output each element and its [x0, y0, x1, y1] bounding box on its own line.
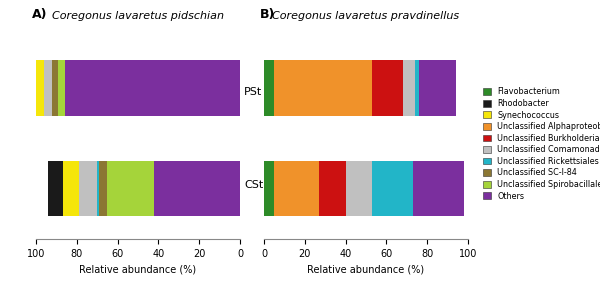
- Bar: [372, 161, 413, 216]
- Bar: [264, 161, 274, 216]
- Text: CSt: CSt: [244, 180, 263, 190]
- Bar: [274, 60, 372, 115]
- Text: B): B): [260, 8, 275, 21]
- Bar: [22, 60, 32, 115]
- Text: PSt: PSt: [244, 87, 262, 97]
- Bar: [58, 60, 65, 115]
- Bar: [372, 60, 403, 115]
- Bar: [274, 161, 319, 216]
- Bar: [99, 161, 107, 216]
- Bar: [52, 60, 58, 115]
- Bar: [79, 161, 97, 216]
- Bar: [65, 60, 240, 115]
- Bar: [264, 60, 274, 115]
- Bar: [413, 161, 464, 216]
- Text: Coregonus lavaretus pidschian: Coregonus lavaretus pidschian: [52, 11, 224, 21]
- Bar: [48, 161, 62, 216]
- Bar: [154, 161, 240, 216]
- Bar: [107, 161, 154, 216]
- Bar: [319, 161, 346, 216]
- Bar: [97, 161, 99, 216]
- Legend: Flavobacterium, Rhodobacter, Synechococcus, Unclassified Alphaproteobacteria, Un: Flavobacterium, Rhodobacter, Synechococc…: [481, 86, 600, 202]
- Bar: [32, 60, 44, 115]
- X-axis label: Relative abundance (%): Relative abundance (%): [79, 264, 197, 274]
- Text: Coregonus lavaretus pravdinellus: Coregonus lavaretus pravdinellus: [272, 11, 460, 21]
- Text: A): A): [32, 8, 47, 21]
- Bar: [346, 161, 372, 216]
- Bar: [403, 60, 415, 115]
- Bar: [419, 60, 456, 115]
- Bar: [62, 161, 79, 216]
- X-axis label: Relative abundance (%): Relative abundance (%): [307, 264, 425, 274]
- Bar: [44, 60, 52, 115]
- Bar: [415, 60, 419, 115]
